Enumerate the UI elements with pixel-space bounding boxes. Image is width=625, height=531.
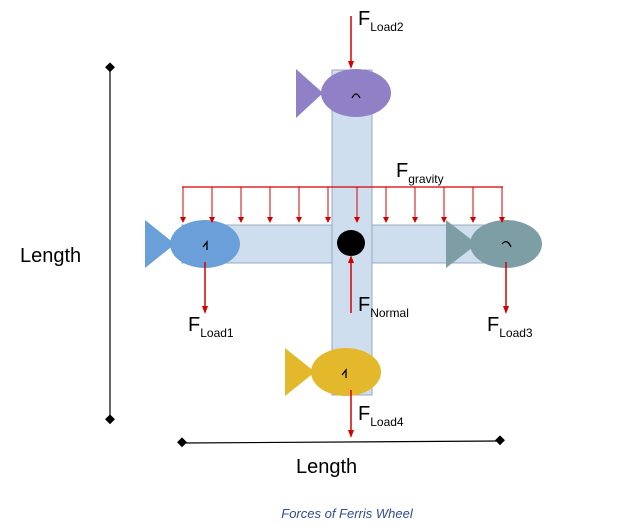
fish-top <box>296 69 391 118</box>
gravity-arrow-head <box>412 217 418 223</box>
f-gravity-label: Fgravity <box>396 160 444 186</box>
fish-left-tail <box>145 220 175 268</box>
fish-bottom-eye <box>341 368 347 378</box>
f-load2-label: FLoad2 <box>358 8 404 34</box>
fish-right-tail <box>446 220 477 268</box>
horizontal-length-dimension <box>177 435 505 448</box>
fish-top-body <box>321 69 391 117</box>
hub-axle <box>337 230 365 256</box>
vertical-length-dimension <box>105 62 115 425</box>
fish-top-eye <box>351 93 361 99</box>
gravity-arrows <box>180 187 505 223</box>
gravity-arrow-head <box>238 217 244 223</box>
gravity-arrow-head <box>383 217 389 223</box>
vertical-length-end-bottom <box>105 414 115 425</box>
vertical-length-end-top <box>105 62 115 73</box>
fish-left <box>145 220 240 268</box>
gravity-arrow-head <box>470 217 476 223</box>
horizontal-length-label: Length <box>296 456 357 478</box>
gravity-arrow-head <box>499 217 505 223</box>
gravity-arrow-head <box>354 217 360 223</box>
fish-right-eye <box>501 240 512 248</box>
gravity-arrow-head <box>267 217 273 223</box>
gravity-arrow-head <box>209 217 215 223</box>
horizontal-length-end-right <box>495 435 505 446</box>
fish-right <box>446 220 542 268</box>
fish-right-body <box>470 220 542 268</box>
fish-left-eye <box>202 240 208 250</box>
fish-bottom <box>285 348 381 396</box>
vertical-length-label: Length <box>20 245 81 267</box>
horizontal-length-line <box>181 440 501 444</box>
f-load1-label: FLoad1 <box>188 314 234 340</box>
figure-caption: Forces of Ferris Wheel <box>281 506 414 521</box>
gravity-arrow-head <box>325 217 331 223</box>
gravity-arrow-head <box>180 217 186 223</box>
f-load4-label: FLoad4 <box>358 403 404 429</box>
gravity-distributed-load <box>180 186 505 223</box>
horizontal-length-end-left <box>177 437 187 448</box>
f-load3-label: FLoad3 <box>487 314 533 340</box>
gravity-arrow-head <box>296 217 302 223</box>
gravity-arrow-head <box>441 217 447 223</box>
fish-top-tail <box>296 69 323 118</box>
f-normal-label: FNormal <box>358 294 409 320</box>
fish-bottom-tail <box>285 348 315 396</box>
